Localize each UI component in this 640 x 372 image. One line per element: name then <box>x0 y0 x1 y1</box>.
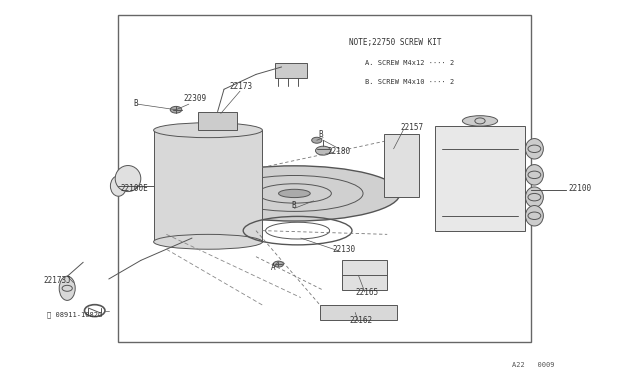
Ellipse shape <box>154 234 262 249</box>
Text: B: B <box>291 201 296 210</box>
Ellipse shape <box>60 276 76 301</box>
Ellipse shape <box>525 187 543 208</box>
Ellipse shape <box>154 123 262 138</box>
Ellipse shape <box>525 165 543 185</box>
Text: B: B <box>133 99 138 108</box>
Bar <box>342 260 387 290</box>
Text: B: B <box>318 130 323 139</box>
Text: 22173J: 22173J <box>44 276 71 285</box>
Text: 22100E: 22100E <box>120 185 148 193</box>
Ellipse shape <box>115 166 141 192</box>
Bar <box>198 112 237 130</box>
Circle shape <box>170 106 182 113</box>
Bar <box>435 126 525 231</box>
Circle shape <box>273 261 284 267</box>
Circle shape <box>316 146 331 155</box>
Circle shape <box>312 137 322 143</box>
Text: 22162: 22162 <box>349 316 372 325</box>
Text: 22309: 22309 <box>184 94 207 103</box>
Text: A22   0009: A22 0009 <box>512 362 554 368</box>
Bar <box>384 134 419 197</box>
Text: A: A <box>271 263 275 272</box>
Ellipse shape <box>462 116 498 126</box>
Ellipse shape <box>525 139 543 159</box>
Ellipse shape <box>525 205 543 226</box>
Ellipse shape <box>278 189 310 198</box>
Text: ⓝ 08911-1082G: ⓝ 08911-1082G <box>47 311 102 318</box>
Text: 22173: 22173 <box>229 82 252 91</box>
Ellipse shape <box>189 166 400 221</box>
Text: 22130: 22130 <box>333 246 356 254</box>
Bar <box>320 305 397 320</box>
Text: 22180: 22180 <box>328 147 351 156</box>
Bar <box>118 15 531 342</box>
Text: A. SCREW M4x12 ···· 2: A. SCREW M4x12 ···· 2 <box>365 60 454 66</box>
Text: B. SCREW M4x10 ···· 2: B. SCREW M4x10 ···· 2 <box>365 79 454 85</box>
Bar <box>275 63 307 78</box>
Text: 22100: 22100 <box>568 185 591 193</box>
Text: 22157: 22157 <box>401 123 424 132</box>
Ellipse shape <box>110 176 127 196</box>
Bar <box>154 130 262 242</box>
Text: NOTE;22750 SCREW KIT: NOTE;22750 SCREW KIT <box>349 38 442 47</box>
Text: 22165: 22165 <box>355 288 378 296</box>
